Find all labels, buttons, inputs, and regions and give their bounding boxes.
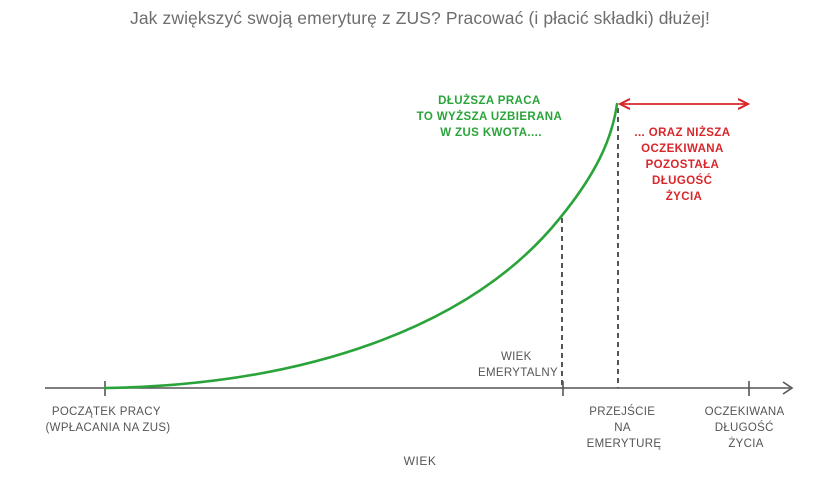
life-expectancy-line-1: OCZEKIWANA — [705, 406, 785, 418]
shorter-life-line-4: DŁUGOŚĆ — [652, 174, 712, 187]
diagram-title: Jak zwiększyć swoją emeryturę z ZUS? Pra… — [129, 8, 710, 28]
start-work-line-1: POCZĄTEK PRACY — [52, 406, 161, 418]
transition-label: PRZEJŚCIE NA EMERYTURĘ — [587, 405, 662, 450]
retirement-age-line-1: WIEK — [501, 351, 532, 363]
shorter-life-annotation: ... ORAZ NIŻSZA OCZEKIWANA POZOSTAŁA DŁU… — [634, 126, 733, 203]
life-expectancy-line-3: ŻYCIA — [728, 437, 763, 450]
start-work-line-2: (WPŁACANIA NA ZUS) — [46, 422, 171, 434]
transition-line-1: PRZEJŚCIE — [589, 405, 655, 418]
shorter-life-line-2: OCZEKIWANA — [641, 143, 723, 155]
x-axis-arrowhead — [782, 381, 794, 395]
shorter-life-line-3: POZOSTAŁA — [646, 159, 719, 171]
axis-name: WIEK — [404, 454, 437, 468]
retirement-age-label: WIEK EMERYTALNY — [478, 351, 558, 379]
retirement-age-line-2: EMERYTALNY — [478, 367, 558, 379]
life-expectancy-label: OCZEKIWANA DŁUGOŚĆ ŻYCIA — [705, 406, 788, 450]
start-work-label: POCZĄTEK PRACY (WPŁACANIA NA ZUS) — [46, 406, 171, 434]
longer-work-line-1: DŁUŻSZA PRACA — [438, 94, 540, 107]
life-expectancy-line-2: DŁUGOŚĆ — [715, 421, 774, 434]
transition-line-2: NA — [614, 422, 631, 434]
shorter-life-line-5: ŻYCIA — [666, 190, 703, 203]
shorter-life-line-1: ... ORAZ NIŻSZA — [634, 126, 730, 139]
savings-curve — [103, 102, 619, 390]
longer-work-line-2: TO WYŻSZA UZBIERANA — [417, 110, 562, 123]
longer-work-annotation: DŁUŻSZA PRACA TO WYŻSZA UZBIERANA W ZUS … — [417, 94, 566, 139]
longer-work-line-3: W ZUS KWOTA.... — [440, 127, 542, 139]
transition-line-3: EMERYTURĘ — [587, 438, 662, 450]
